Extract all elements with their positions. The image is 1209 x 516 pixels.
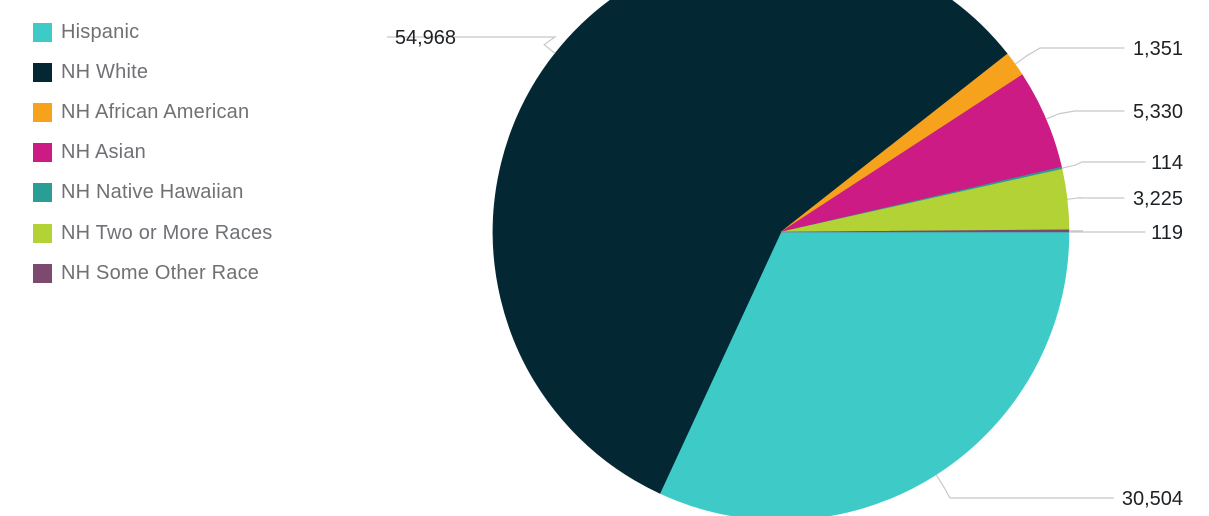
- legend-swatch-nh-asian: [33, 143, 52, 163]
- legend-item-nh-some-other-race: NH Some Other Race: [33, 253, 272, 293]
- legend-label-hispanic: Hispanic: [61, 20, 140, 43]
- legend-item-nh-native-hawaiian: NH Native Hawaiian: [33, 173, 272, 213]
- legend-swatch-nh-african-american: [33, 102, 52, 122]
- data-label-nh-white: 54,968: [395, 27, 456, 49]
- leader-line-nh-asian: [1045, 110, 1125, 120]
- leader-line-nh-some-other-race: [1068, 230, 1146, 233]
- legend-item-nh-african-american: NH African American: [33, 92, 272, 132]
- legend-label-nh-asian: NH Asian: [61, 141, 146, 164]
- chart-legend: Hispanic NH White NH African American NH…: [33, 12, 272, 293]
- legend-item-nh-asian: NH Asian: [33, 133, 272, 173]
- data-label-nh-some-other-race: 119: [1151, 222, 1183, 244]
- data-label-nh-african-american: 1,351: [1133, 38, 1183, 60]
- legend-item-nh-two-or-more-races: NH Two or More Races: [33, 213, 272, 253]
- legend-swatch-hispanic: [33, 22, 52, 42]
- legend-item-hispanic: Hispanic: [33, 12, 272, 52]
- legend-label-nh-some-other-race: NH Some Other Race: [61, 261, 260, 284]
- legend-label-nh-two-or-more-races: NH Two or More Races: [61, 221, 273, 244]
- legend-swatch-nh-native-hawaiian: [33, 183, 52, 203]
- legend-label-nh-native-hawaiian: NH Native Hawaiian: [61, 181, 244, 204]
- pie-slice-hispanic: [659, 231, 1070, 516]
- leader-line-nh-white: [387, 36, 557, 54]
- legend-swatch-nh-white: [33, 62, 52, 82]
- legend-label-nh-african-american: NH African American: [61, 100, 250, 123]
- leader-line-nh-two-or-more-races: [1067, 197, 1125, 200]
- legend-swatch-nh-two-or-more-races: [33, 223, 52, 243]
- data-label-nh-native-hawaiian: 114: [1151, 152, 1183, 174]
- legend-swatch-nh-some-other-race: [33, 263, 52, 283]
- leader-line-nh-native-hawaiian: [1061, 161, 1146, 169]
- data-label-nh-asian: 5,330: [1133, 101, 1183, 123]
- leader-line-hispanic: [935, 474, 1114, 499]
- data-label-nh-two-or-more-races: 3,225: [1133, 188, 1183, 210]
- legend-item-nh-white: NH White: [33, 52, 272, 92]
- data-label-hispanic: 30,504: [1122, 488, 1183, 510]
- legend-label-nh-white: NH White: [61, 60, 149, 83]
- leader-line-nh-african-american: [1014, 47, 1125, 65]
